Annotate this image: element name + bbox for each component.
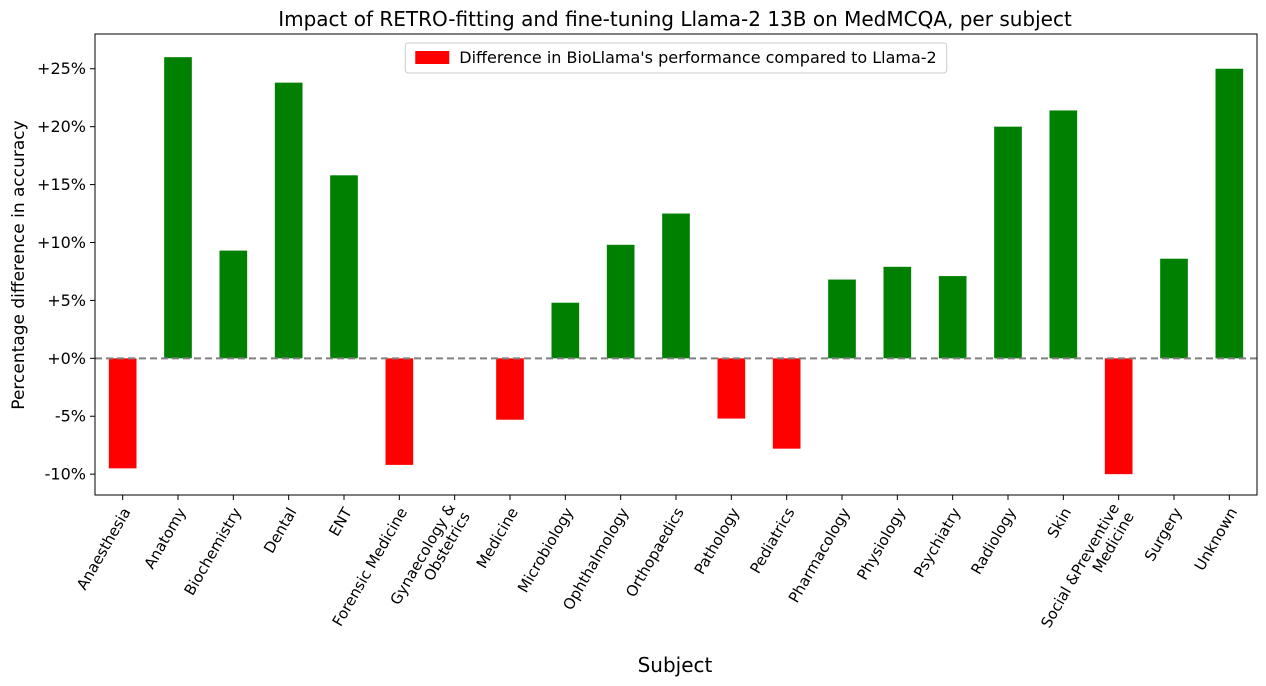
- x-tick-label: Pathology: [691, 504, 744, 577]
- x-axis-label: Subject: [638, 653, 713, 677]
- x-tick-label-line: Dental: [260, 505, 300, 557]
- y-tick-label: +0%: [47, 349, 86, 368]
- x-tick-label: Psychiatry: [910, 504, 964, 580]
- bar-medicine: [496, 358, 524, 420]
- y-tick-label: +15%: [37, 175, 86, 194]
- x-tick-label: Anatomy: [140, 504, 189, 572]
- x-tick-label-line: ENT: [325, 504, 356, 540]
- bar-ent: [330, 175, 358, 359]
- bar-pediatrics: [772, 358, 801, 449]
- legend-label: Difference in BioLlama's performance com…: [459, 48, 936, 67]
- bar-radiology: [994, 126, 1022, 359]
- x-tick-label-line: Anaesthesia: [73, 505, 134, 593]
- bar-anaesthesia: [108, 358, 137, 469]
- x-tick-label: Anaesthesia: [73, 505, 134, 593]
- y-tick-label: +25%: [37, 59, 86, 78]
- x-tick-label: Physiology: [853, 504, 909, 583]
- x-tick-label-line: Anatomy: [140, 504, 189, 572]
- x-tick-label-line: Biochemistry: [180, 504, 245, 598]
- bar-surgery: [1160, 258, 1188, 359]
- x-tick-label: Radiology: [967, 504, 1020, 577]
- x-tick-label-line: Surgery: [1141, 504, 1186, 564]
- x-tick-label: Pediatrics: [746, 504, 798, 576]
- bar-physiology: [883, 266, 912, 359]
- x-tick-label: Unknown: [1191, 505, 1241, 574]
- x-tick-label-line: Pediatrics: [746, 504, 798, 576]
- x-tick-label: Medicine: [473, 505, 522, 572]
- bar-psychiatry: [938, 276, 967, 359]
- x-tick-label: Pharmacology: [785, 504, 854, 605]
- bar-pathology: [717, 358, 746, 419]
- bar-anatomy: [164, 57, 192, 359]
- legend-box: [404, 42, 948, 74]
- bar-pharmacology: [828, 279, 856, 359]
- bar-ophthalmology: [606, 244, 635, 359]
- bar-biochemistry: [219, 250, 248, 359]
- legend: Difference in BioLlama's performance com…: [404, 42, 948, 74]
- bar-forensic-medicine: [385, 358, 414, 465]
- y-tick-label: +5%: [47, 291, 86, 310]
- x-tick-label: ENT: [325, 504, 356, 540]
- x-tick-label-line: Pharmacology: [785, 504, 854, 605]
- bars: [108, 57, 1244, 475]
- bar-social-preventive-medicine: [1104, 358, 1133, 475]
- x-tick-label-line: Skin: [1044, 505, 1076, 542]
- x-tick-label-line: Physiology: [853, 504, 909, 583]
- x-tick-label-line: Pathology: [691, 504, 744, 577]
- bar-microbiology: [551, 302, 580, 359]
- x-tick-label: Microbiology: [514, 504, 577, 595]
- y-tick-label: -10%: [45, 465, 86, 484]
- x-tick-label: Dental: [260, 505, 300, 557]
- y-tick-label: +10%: [37, 233, 86, 252]
- x-tick-label: Skin: [1044, 505, 1076, 542]
- x-tick-label-line: Psychiatry: [910, 504, 964, 580]
- bar-dental: [274, 82, 303, 359]
- x-tick-label-line: Unknown: [1191, 505, 1241, 574]
- y-axis-ticks: -10% -5% +0% +5% +10% +15% +20% +25%: [37, 59, 95, 484]
- y-tick-label: -5%: [55, 407, 86, 426]
- y-axis-label: Percentage difference in accuracy: [9, 120, 29, 409]
- y-tick-label: +20%: [37, 117, 86, 136]
- bar-skin: [1049, 110, 1078, 359]
- x-tick-label-line: Radiology: [967, 504, 1020, 577]
- x-tick-label-line: Orthopaedics: [622, 504, 688, 600]
- legend-swatch: [415, 51, 450, 64]
- bar-orthopaedics: [662, 213, 690, 359]
- x-tick-label: Biochemistry: [180, 504, 245, 598]
- x-tick-label-line: Medicine: [473, 505, 522, 572]
- chart-title: Impact of RETRO-fitting and fine-tuning …: [278, 7, 1072, 31]
- x-tick-label-line: Microbiology: [514, 504, 577, 595]
- x-tick-label: Orthopaedics: [622, 504, 688, 600]
- x-tick-label: Surgery: [1141, 504, 1186, 564]
- bar-unknown: [1215, 68, 1244, 359]
